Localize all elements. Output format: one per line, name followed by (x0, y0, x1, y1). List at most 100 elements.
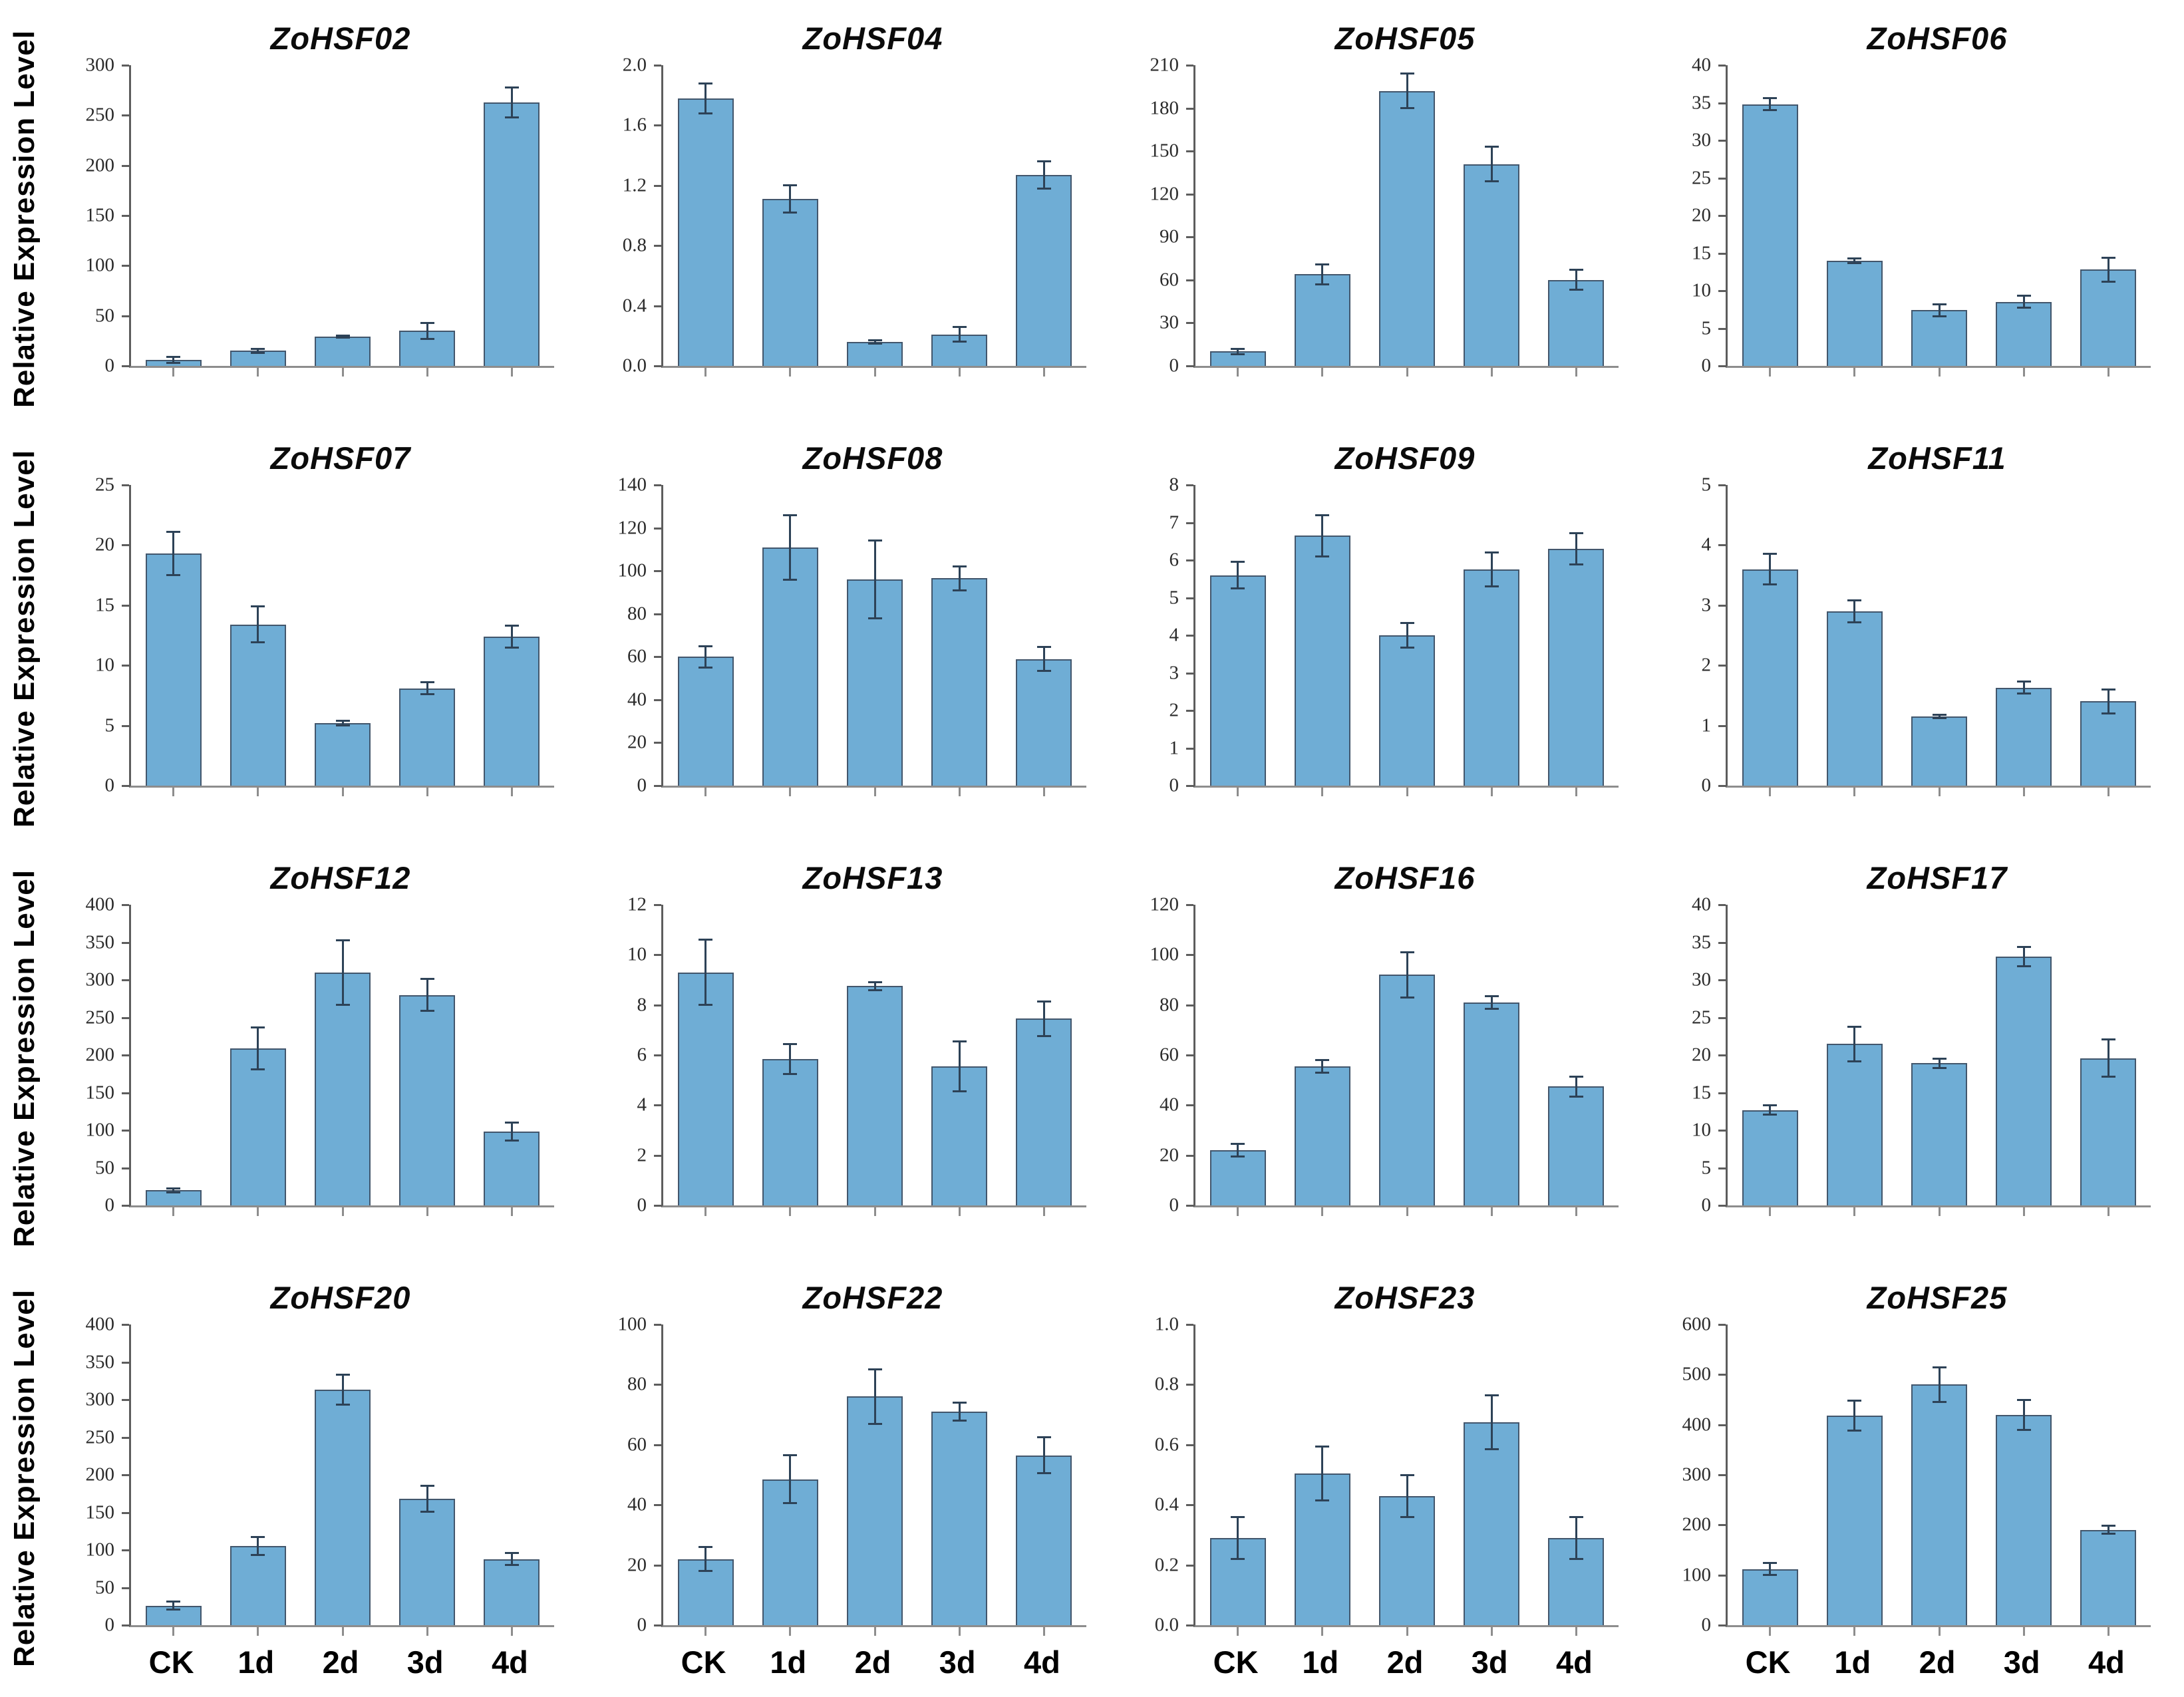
chart-ZoHSF04: ZoHSF04 0.0 0.4 0.8 1.2 1.6 2.0 (581, 9, 1114, 429)
plot-area (1186, 904, 1619, 1216)
y-tick-mark (1186, 1054, 1193, 1056)
error-bar (873, 982, 876, 991)
y-tick-label: 40 (1692, 893, 1711, 915)
y-tick-mark (654, 1564, 661, 1567)
y-tick-label: 20 (1692, 204, 1711, 226)
x-tick-mark (873, 1627, 876, 1636)
error-bar-cap (1484, 585, 1499, 588)
bar-4d (2080, 1058, 2137, 1205)
error-bar-cap (1315, 283, 1330, 285)
bar-CK (677, 657, 734, 786)
x-tick-label-1d: 1d (237, 1644, 275, 1680)
x-tick-mark (2107, 1627, 2109, 1636)
bar-1d (762, 199, 818, 366)
bar-3d (1996, 956, 2052, 1205)
error-bar-cap (1569, 1075, 1583, 1078)
y-tick-mark (122, 365, 129, 367)
x-tick-mark (510, 368, 513, 377)
bar-1d (1826, 1044, 1883, 1205)
error-bar (1321, 264, 1324, 285)
error-bar (1575, 1076, 1577, 1097)
plot-area (654, 65, 1086, 377)
bar-4d (484, 1132, 540, 1205)
x-tick-mark (1575, 1627, 1577, 1636)
x-tick-mark (873, 368, 876, 377)
error-bar (2107, 689, 2109, 714)
error-bar-cap (251, 1536, 265, 1539)
chart-title: ZoHSF22 (802, 1280, 943, 1315)
error-bar-cap (1763, 1113, 1778, 1116)
error-bar-cap (420, 321, 434, 324)
bar-1d (1294, 536, 1350, 786)
bar-1d (1294, 1473, 1350, 1625)
error-bar (1769, 1105, 1772, 1115)
error-bar-cap (783, 184, 798, 187)
x-tick-mark (1406, 1207, 1408, 1216)
error-bar-cap (251, 351, 265, 354)
y-tick-mark (654, 1104, 661, 1107)
bar-4d (484, 636, 540, 786)
error-bar (172, 357, 175, 363)
bar-CK (1742, 1110, 1798, 1205)
error-bar-cap (1763, 97, 1778, 100)
x-tick-mark (426, 368, 428, 377)
y-tick-mark (122, 979, 129, 981)
plot-area (1186, 1324, 1619, 1636)
x-tick-mark (1321, 1627, 1324, 1636)
error-bar (1406, 73, 1408, 108)
y-tick-mark (1186, 1324, 1193, 1326)
x-tick-label-3d: 3d (2003, 1644, 2040, 1680)
y-tick-mark (122, 1436, 129, 1439)
y-tick-mark (1186, 236, 1193, 239)
plot-area (1718, 65, 2151, 377)
x-tick-mark (1237, 368, 1239, 377)
bar-2d (315, 1390, 371, 1625)
x-tick-mark (789, 368, 792, 377)
y-tick-mark (1186, 904, 1193, 906)
y-tick-label: 250 (85, 1426, 115, 1448)
y-tick-label: 3 (1169, 662, 1179, 683)
x-tick-mark (1938, 1207, 1941, 1216)
chart-title: ZoHSF13 (802, 860, 943, 895)
error-bar-cap (1315, 555, 1330, 557)
y-tick-mark (654, 184, 661, 187)
y-tick-mark (1186, 107, 1193, 110)
y-tick-label: 10 (627, 943, 647, 965)
error-bar-cap (867, 1422, 882, 1425)
error-bar-cap (2101, 1533, 2115, 1535)
y-tick-mark (1186, 1624, 1193, 1626)
chart-title: ZoHSF17 (1867, 860, 2008, 895)
y-tick-label: 0.6 (1154, 1434, 1179, 1456)
bar-1d (762, 547, 818, 786)
x-tick-mark (789, 1207, 792, 1216)
bar-3d (931, 1412, 988, 1625)
x-tick-mark (1575, 788, 1577, 796)
y-tick-mark (654, 124, 661, 127)
y-tick-mark (1186, 635, 1193, 637)
x-tick-label-CK: CK (148, 1644, 194, 1680)
bar-1d (1826, 611, 1883, 786)
y-tick-mark (654, 785, 661, 787)
y-tick-mark (122, 904, 129, 906)
error-bar (172, 1188, 175, 1193)
bar-4d (484, 102, 540, 366)
bar-1d (762, 1058, 818, 1205)
error-bar (1237, 1517, 1239, 1559)
y-tick-mark (1718, 941, 1726, 944)
y-tick-mark (1718, 1574, 1726, 1577)
error-bar-cap (1315, 1499, 1330, 1501)
bar-3d (1996, 687, 2052, 786)
y-tick-label: 0 (1701, 774, 1712, 796)
error-bar-cap (1932, 1401, 1947, 1404)
error-bar-cap (166, 531, 181, 533)
chart-title: ZoHSF16 (1334, 860, 1476, 895)
x-tick-mark (958, 1627, 961, 1636)
y-tick-mark (1718, 1054, 1726, 1056)
y-tick-label: 10 (1692, 279, 1711, 301)
bar-2d (1911, 716, 1967, 786)
error-bar-cap (1847, 1060, 1862, 1062)
error-bar-cap (1763, 109, 1778, 112)
y-tick-mark (654, 1054, 661, 1056)
error-bar (426, 979, 428, 1011)
y-tick-label: 600 (1682, 1313, 1712, 1335)
